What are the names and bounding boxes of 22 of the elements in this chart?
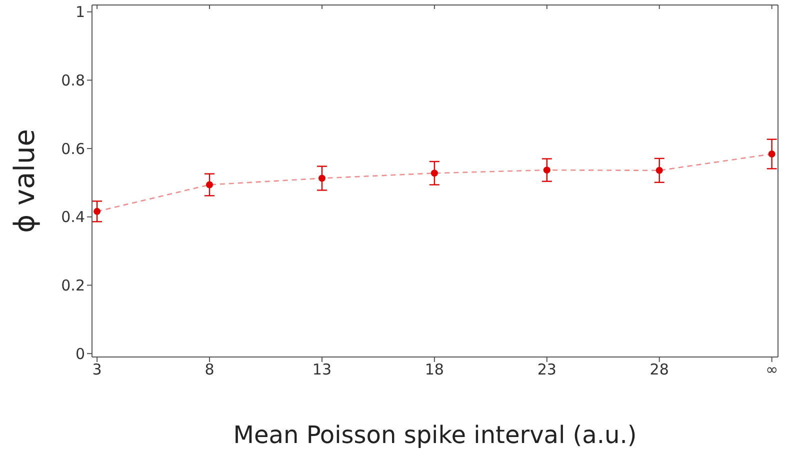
y-tick-label: 0.6 [61, 140, 85, 158]
point [543, 166, 550, 174]
point [94, 208, 101, 215]
point [206, 181, 214, 188]
x-axis-title: Mean Poisson spike interval (a.u.) [233, 421, 637, 449]
x-tick-label: 23 [537, 360, 556, 379]
y-tick-label: 1 [75, 3, 85, 22]
point [318, 174, 326, 182]
x-tick-label: ∞ [766, 360, 778, 379]
x-tick-label: 13 [312, 360, 332, 379]
x-tick-label: 3 [92, 360, 102, 379]
y-tick-label: 0.8 [61, 72, 85, 90]
point [430, 170, 438, 177]
y-tick-label: 0.4 [61, 208, 85, 226]
y-axis-title: ϕ value [8, 129, 41, 233]
y-tick-label: 0.2 [61, 276, 85, 295]
point [768, 150, 776, 158]
y-tick-label: 0 [75, 344, 85, 363]
x-tick-label: 8 [204, 360, 214, 379]
point [656, 166, 663, 174]
x-tick-label: 18 [424, 360, 444, 379]
x-tick-label: 28 [650, 360, 669, 379]
